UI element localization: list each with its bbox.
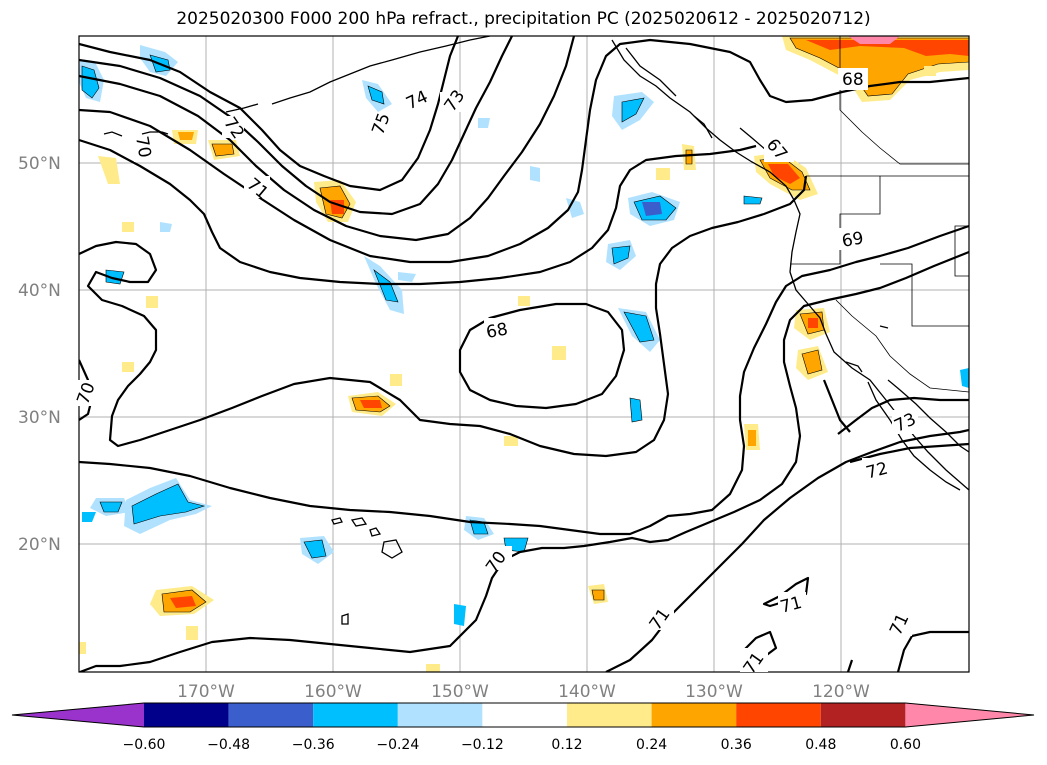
refractivity-contours <box>79 36 969 672</box>
colorbar-segment <box>567 703 652 727</box>
gridlines <box>79 36 969 672</box>
contour-label: 68 <box>485 319 510 342</box>
colorbar-segment <box>736 703 821 727</box>
contour-label: 70 <box>131 135 154 160</box>
colorbar: −0.60 −0.48 −0.36 −0.24 −0.12 0.12 0.24 … <box>11 702 1035 753</box>
colorbar-tick: −0.12 <box>461 737 504 753</box>
lon-label-150w: 150°W <box>431 682 489 702</box>
colorbar-tick: −0.24 <box>376 737 419 753</box>
lon-label-160w: 160°W <box>304 682 362 702</box>
colorbar-tick: 0.24 <box>636 737 667 753</box>
colorbar-segment <box>820 703 906 727</box>
colorbar-tick: 0.48 <box>805 737 836 753</box>
lat-label-40n: 40°N <box>18 281 61 301</box>
colorbar-extend-high <box>905 703 1034 727</box>
colorbar-tick: −0.36 <box>292 737 335 753</box>
lon-label-120w: 120°W <box>812 682 870 702</box>
colorbar-segment <box>228 703 314 727</box>
latitude-labels: 50°N 40°N 30°N 20°N <box>18 154 61 555</box>
colorbar-segment <box>313 703 398 727</box>
lon-label-130w: 130°W <box>685 682 743 702</box>
borders <box>790 36 969 393</box>
lat-label-30n: 30°N <box>18 408 61 428</box>
colorbar-segment <box>397 703 483 727</box>
colorbar-segment <box>144 703 229 727</box>
contour-label: 69 <box>840 228 865 251</box>
precip-negative-areas <box>79 45 969 626</box>
precip-positive-areas <box>79 36 969 672</box>
contour-labels: 75 74 73 72 71 70 70 68 68 67 69 73 72 7… <box>73 68 919 678</box>
colorbar-tick: 0.36 <box>721 737 752 753</box>
lon-label-170w: 170°W <box>177 682 235 702</box>
colorbar-tick: −0.48 <box>207 737 250 753</box>
lat-label-50n: 50°N <box>18 154 61 174</box>
colorbar-segment <box>651 703 737 727</box>
lat-label-20n: 20°N <box>18 535 61 555</box>
lon-label-140w: 140°W <box>558 682 616 702</box>
colorbar-segment <box>482 703 567 727</box>
colorbar-extend-low <box>12 703 144 727</box>
colorbar-tick: 0.12 <box>551 737 582 753</box>
colorbar-tick: 0.60 <box>890 737 921 753</box>
colorbar-tick: −0.60 <box>123 737 166 753</box>
longitude-labels: 170°W 160°W 150°W 140°W 130°W 120°W <box>177 682 870 702</box>
contour-label: 68 <box>842 70 864 90</box>
map-title: 2025020300 F000 200 hPa refract., precip… <box>176 9 871 29</box>
map-frame <box>78 35 970 673</box>
